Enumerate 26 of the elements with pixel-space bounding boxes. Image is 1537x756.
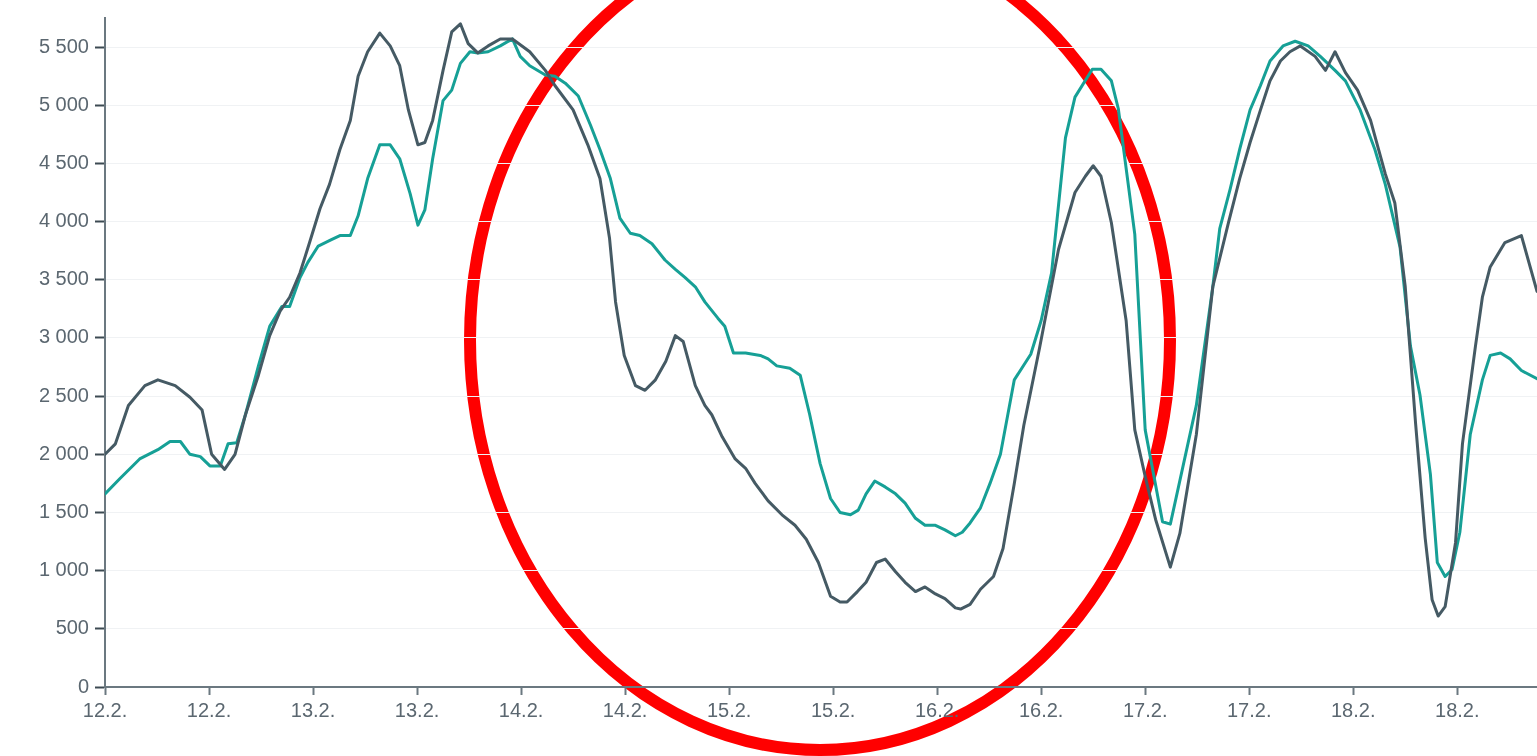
- y-tick-label: 2 000: [38, 441, 89, 464]
- y-tick-label: 1 000: [38, 558, 89, 581]
- x-tick-label: 18.2.: [1330, 698, 1376, 721]
- x-tick-label: 12.2.: [82, 698, 128, 721]
- x-tick-label: 13.2.: [394, 698, 440, 721]
- x-tick-label: 18.2.: [1435, 698, 1480, 721]
- x-tick-label: 16.2.: [914, 698, 960, 721]
- x-tick-label: 12.2.: [186, 698, 232, 721]
- y-tick-label: 1 500: [38, 499, 89, 522]
- y-tick-label: 5 500: [38, 34, 89, 57]
- x-tick-label: 17.2.: [1122, 698, 1168, 721]
- y-tick-label: 3 000: [38, 325, 89, 348]
- y-tick-label: 4 000: [38, 209, 89, 232]
- y-tick-label: 4 500: [38, 150, 89, 173]
- x-tick-label: 14.2.: [602, 698, 648, 721]
- x-tick-label: 15.2.: [706, 698, 752, 721]
- y-tick-label: 500: [55, 616, 89, 639]
- x-tick-label: 15.2.: [810, 698, 856, 721]
- x-tick-label: 16.2.: [1018, 698, 1064, 721]
- x-tick-label: 17.2.: [1226, 698, 1272, 721]
- y-tick-label: 5 000: [38, 92, 89, 115]
- y-tick-label: 0: [77, 674, 89, 697]
- y-tick-label: 3 500: [38, 267, 89, 290]
- y-tick-label: 2 500: [38, 383, 89, 406]
- x-tick-label: 14.2.: [498, 698, 544, 721]
- x-tick-label: 13.2.: [290, 698, 336, 721]
